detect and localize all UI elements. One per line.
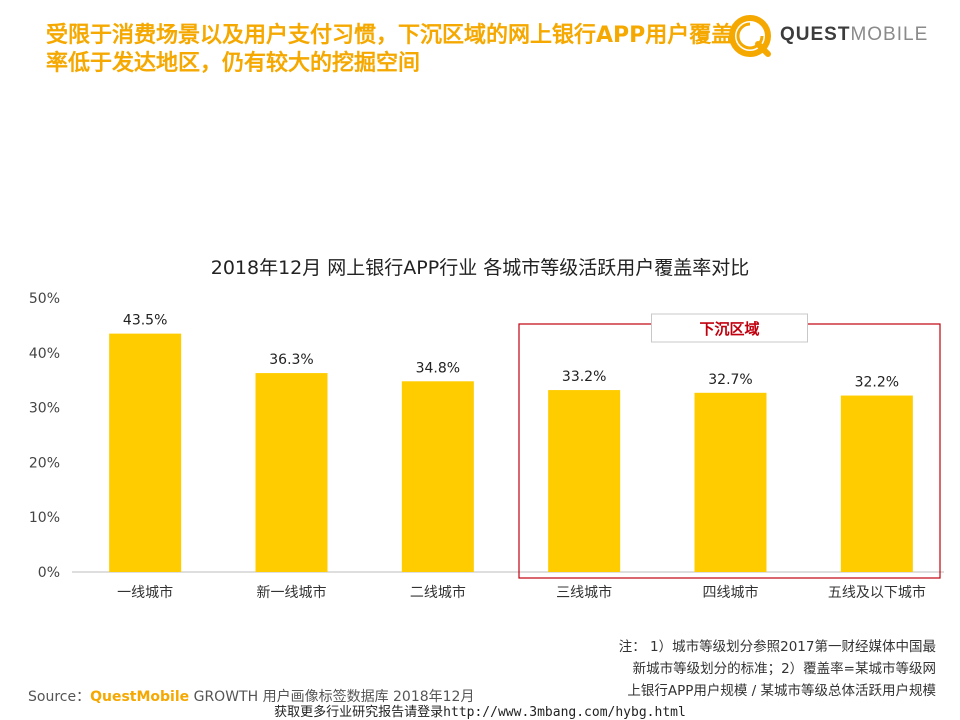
chart-title: 2018年12月 网上银行APP行业 各城市等级活跃用户覆盖率对比 [210,257,750,279]
y-tick-label: 0% [38,565,60,581]
questmobile-logo-icon [729,15,771,57]
data-label-6: 32.2% [855,375,899,391]
data-label-3: 34.8% [416,360,460,376]
questmobile-logo: QUESTMOBILE [728,12,928,62]
source-text: GROWTH 用户画像标签数据库 2018年12月 [189,689,475,705]
source-prefix: Source： [28,689,91,705]
logo-wordmark: QUESTMOBILE [780,24,929,45]
page-headline: 受限于消费场景以及用户支付习惯，下沉区域的网上银行APP用户覆盖率低于发达地区，… [46,23,734,76]
footnote: 注： 1）城市等级划分参照2017第一财经媒体中国最 新城市等级划分的标准；2）… [556,636,936,702]
x-category-label-2: 新一线城市 [257,584,327,601]
y-tick-label: 30% [29,401,60,417]
highlight-label-box [651,313,808,343]
x-category-label-3: 二线城市 [410,584,466,601]
footnote-line-3: 上银行APP用户规模 / 某城市等级总体活跃用户规模 [627,683,936,699]
highlight-label: 下沉区域 [699,320,759,338]
data-label-1: 43.5% [123,313,167,329]
y-tick-label: 20% [29,455,60,471]
x-category-label-1: 一线城市 [117,584,173,601]
y-tick-label: 40% [29,346,60,362]
source-line: Source：QuestMobile GROWTH 用户画像标签数据库 2018… [28,686,474,706]
y-tick-label: 50% [29,291,60,307]
x-category-label-6: 五线及以下城市 [828,584,926,601]
data-label-4: 33.2% [562,369,606,385]
footnote-line-1: 注： 1）城市等级划分参照2017第一财经媒体中国最 [618,639,936,655]
bar-6 [840,395,913,572]
footer-link-text: 获取更多行业研究报告请登录http://www.3mbang.com/hybg.… [274,705,686,720]
x-category-label-5: 四线城市 [703,584,759,601]
y-tick-label: 10% [29,510,60,526]
footnote-line-2: 新城市等级划分的标准；2）覆盖率=某城市等级网 [632,661,936,677]
x-category-label-4: 三线城市 [556,584,612,601]
bar-1 [109,333,182,572]
bar-2 [255,373,328,572]
bar-5 [694,392,767,572]
data-label-2: 36.3% [269,352,313,368]
bar-3 [401,381,474,572]
bar-chart: 0% 10% 20% 30% 40% 50% 下沉区域 43.5% 一线城市 36.3% 新一线城市… [29,291,944,601]
source-brand: QuestMobile [90,689,190,705]
bar-4 [548,390,621,572]
data-label-5: 32.7% [708,372,752,388]
